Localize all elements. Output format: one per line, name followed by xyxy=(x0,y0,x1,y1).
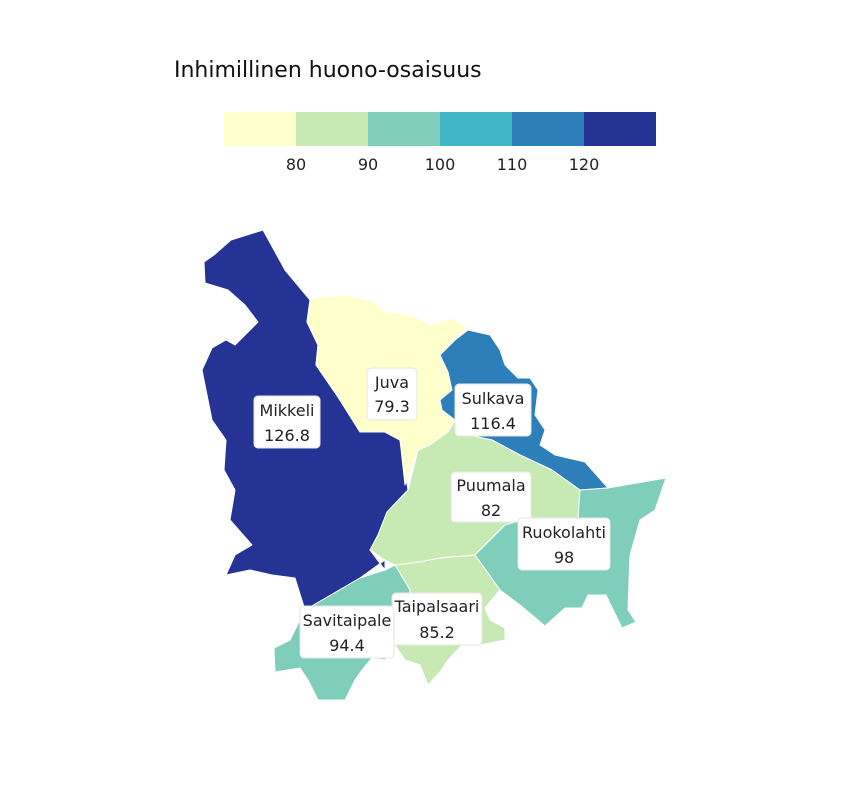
legend-swatch-3 xyxy=(368,112,440,146)
legend-tick-80: 80 xyxy=(286,155,306,174)
label-taipalsaari-value: 85.2 xyxy=(419,623,455,642)
legend-tick-110: 110 xyxy=(497,155,528,174)
label-mikkeli: Mikkeli 126.8 xyxy=(253,395,321,449)
label-savitaipale-value: 94.4 xyxy=(329,636,365,655)
label-puumala-value: 82 xyxy=(481,501,501,520)
label-ruokolahti-value: 98 xyxy=(554,548,574,567)
legend-swatch-5 xyxy=(512,112,584,146)
label-juva-name: Juva xyxy=(374,373,409,392)
region-labels: Mikkeli 126.8 Juva 79.3 Sulkava 116.4 Pu… xyxy=(253,367,611,659)
legend-tick-120: 120 xyxy=(569,155,600,174)
legend-swatch-1 xyxy=(224,112,296,146)
legend-swatch-4 xyxy=(440,112,512,146)
label-taipalsaari-name: Taipalsaari xyxy=(394,597,480,616)
label-puumala-name: Puumala xyxy=(456,476,525,495)
label-juva-value: 79.3 xyxy=(374,397,410,416)
label-mikkeli-value: 126.8 xyxy=(264,426,310,445)
label-sulkava-value: 116.4 xyxy=(470,414,516,433)
legend-swatch-6 xyxy=(584,112,656,146)
label-juva: Juva 79.3 xyxy=(366,367,418,421)
legend-tick-100: 100 xyxy=(425,155,456,174)
label-sulkava-name: Sulkava xyxy=(462,389,525,408)
label-mikkeli-name: Mikkeli xyxy=(260,401,315,420)
label-sulkava: Sulkava 116.4 xyxy=(454,383,532,437)
map-title: Inhimillinen huono-osaisuus xyxy=(174,58,482,83)
label-taipalsaari: Taipalsaari 85.2 xyxy=(391,592,483,646)
legend-tick-90: 90 xyxy=(358,155,378,174)
label-ruokolahti: Ruokolahti 98 xyxy=(517,517,611,571)
legend: 80 90 100 110 120 xyxy=(224,112,656,174)
legend-swatch-2 xyxy=(296,112,368,146)
label-savitaipale-name: Savitaipale xyxy=(303,611,392,630)
label-savitaipale: Savitaipale 94.4 xyxy=(299,605,395,659)
label-puumala: Puumala 82 xyxy=(450,471,532,523)
label-ruokolahti-name: Ruokolahti xyxy=(522,523,606,542)
